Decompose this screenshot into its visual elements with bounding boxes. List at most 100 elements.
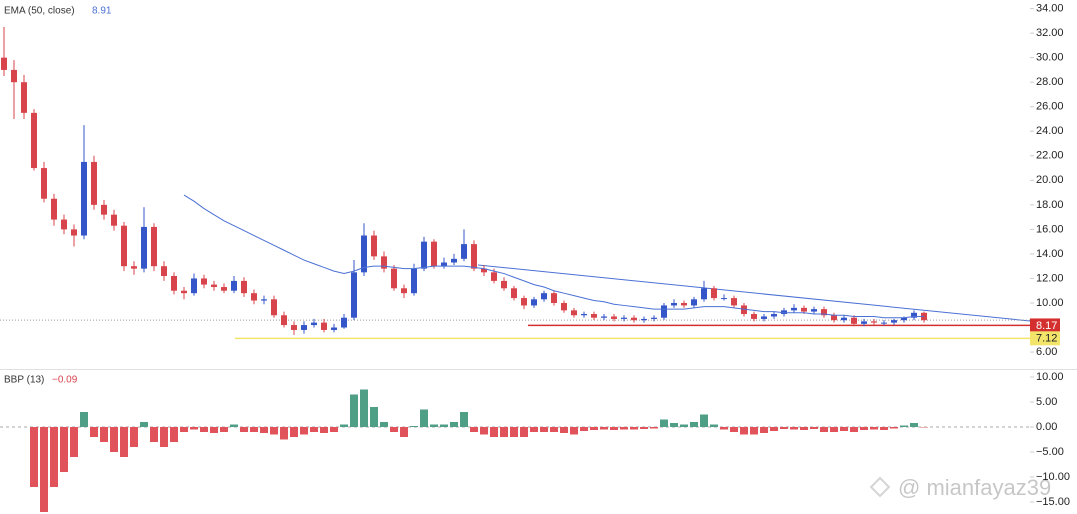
price-label-box [1030,318,1060,333]
bbp-bar [100,427,108,442]
y-tick-label: 24.00 [1036,125,1064,137]
candle-body [781,310,787,315]
candle-body [31,112,37,169]
candle-body [171,276,177,291]
candle-body [811,309,817,312]
y-tick-label: 12.00 [1036,272,1064,284]
price-label-box [1030,331,1060,346]
bbp-bar [640,427,648,429]
candle-body [561,302,567,311]
y-tick-label: 6.00 [1036,346,1057,358]
bbp-bar [230,424,238,427]
watermark-icon [869,476,891,498]
candle-body [211,284,217,288]
candle-body [771,314,777,317]
candle-body [231,280,237,291]
candle-body [271,299,277,316]
bbp-bar [210,427,218,433]
candle-body [341,317,347,328]
bbp-bar [110,427,118,452]
bbp-bar [70,427,78,457]
candle-body [661,305,667,318]
candle-body [201,278,207,285]
bbp-bar [810,427,818,429]
y-tick-label: 0.00 [1036,421,1057,433]
candle-body [721,298,727,300]
bbp-bar [590,427,598,430]
candle-body [51,198,57,220]
candle-body [881,322,887,324]
candle-body [711,288,717,299]
candle-body [581,314,587,316]
candle-body [91,161,97,205]
candle-body [361,235,367,273]
bbp-bar [180,427,188,432]
candle-body [861,321,867,324]
bbp-bar [300,427,308,435]
bbp-bar [900,425,908,427]
candle-body [161,266,167,276]
bbp-bar [720,427,728,430]
y-tick-label: 26.00 [1036,101,1064,113]
candle-body [251,293,257,301]
bbp-bar [600,427,608,430]
candle-body [681,302,687,306]
candle-body [61,219,67,230]
candle-body [101,204,107,215]
candle-body [391,268,397,289]
candle-body [221,287,227,291]
bbp-bar [860,427,868,430]
bbp-bar [880,427,888,430]
bbp-bar [850,427,858,432]
candle-body [631,317,637,321]
candle-body [651,317,657,319]
bbp-bar [140,422,148,427]
bbp-value: −0.09 [52,375,78,386]
candle-body [1,57,7,70]
bbp-bar [620,427,628,430]
candle-body [141,226,147,269]
bbp-bar [320,427,328,433]
bbp-bar [270,427,278,435]
bbp-bar [780,427,788,429]
candle-body [611,316,617,319]
bbp-bar [520,427,528,437]
bbp-bar [910,423,918,427]
candle-body [511,288,517,299]
candle-body [461,244,467,259]
y-tick-label: 20.00 [1036,174,1064,186]
bbp-bar [240,427,248,432]
candle-body [821,309,827,316]
bbp-bar [770,427,778,431]
candle-body [41,168,47,199]
candle-body [181,290,187,294]
bbp-bar [730,427,738,432]
ema-legend: EMA (50, close) [4,6,75,17]
candle-body [901,317,907,321]
bbp-bar [280,427,288,440]
bbp-bar [380,422,388,427]
candle-body [801,307,807,312]
price-label: 8.17 [1036,320,1057,332]
candle-body [551,293,557,303]
bbp-bar [790,427,798,430]
bbp-bar [370,407,378,427]
bbp-bar [430,424,438,427]
candle-body [601,316,607,318]
y-tick-label: 30.00 [1036,52,1064,64]
bbp-bar [80,412,88,427]
y-tick-label: 34.00 [1036,2,1064,14]
candle-body [191,278,197,294]
y-tick-label: 16.00 [1036,223,1064,235]
candle-body [151,226,157,267]
bbp-bar [570,427,578,435]
candle-body [791,307,797,311]
bbp-bar [360,389,368,427]
candle-body [311,322,317,326]
candle-body [421,241,427,269]
bbp-bar [680,424,688,427]
candle-body [671,302,677,306]
candle-body [331,327,337,330]
bbp-bar [150,427,158,442]
candle-body [371,235,377,257]
